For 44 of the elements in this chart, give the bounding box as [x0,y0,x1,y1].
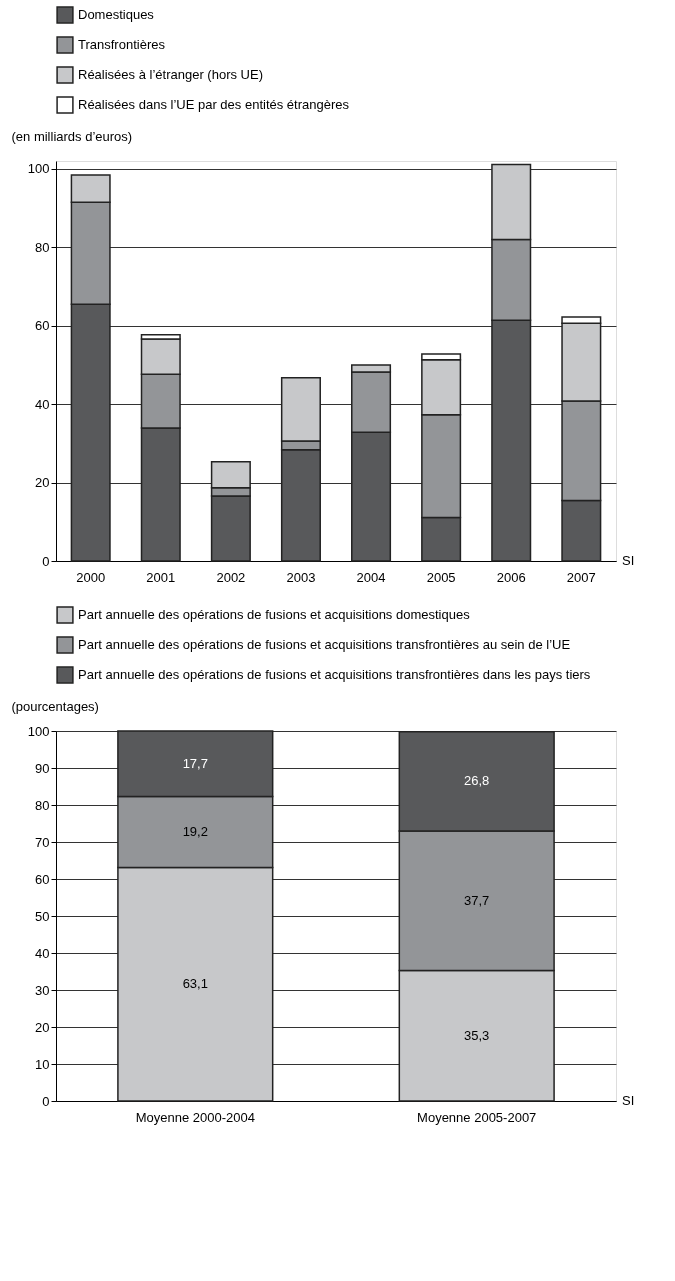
data-label: 37,7 [464,892,490,908]
data-label: 17,7 [182,755,208,771]
legend-label: Part annuelle des opérations de fusions et acquisitions domestiques [78,607,471,622]
y-tick-label: 100 [27,161,50,177]
text: SI [622,553,635,568]
y-tick-label: 20 [35,1019,50,1035]
y-tick-label: 50 [35,908,50,924]
legend-label: Part annuelle des opérations de fusions et acquisitions transfrontières au sein de l’UE [78,637,571,652]
x-tick-label: 2000 [76,569,106,585]
x-tick-label: Moyenne 2000-2004 [135,1109,255,1125]
y-tick-label: 40 [35,945,50,961]
legend-label: Part annuelle des opérations de fusions et acquisitions transfrontières dans les pays tiers [78,667,591,682]
data-label: 19,2 [182,824,208,840]
y-tick-label: 90 [35,760,50,776]
text: SI [622,1093,635,1108]
y-tick-label: 60 [35,318,50,334]
data-label: 63,1 [182,976,208,992]
y-tick-label: 80 [35,797,50,813]
y-axis-title: (en milliards d’euros) [11,128,133,144]
y-tick-label: 40 [35,396,50,412]
x-tick-label: 2007 [566,569,596,585]
x-tick-label: 2001 [146,569,176,585]
y-tick-label: 0 [42,1093,50,1109]
x-tick-label: 2006 [496,569,526,585]
legend-label: Transfrontières [78,37,166,52]
y-tick-label: 30 [35,982,50,998]
data-label: 26,8 [464,773,490,789]
x-tick-label: Moyenne 2005-2007 [417,1109,537,1125]
y-tick-label: 0 [42,553,50,569]
y-tick-label: 100 [27,723,50,739]
x-tick-label: 2004 [356,569,386,585]
y-axis-title: (pourcentages) [11,698,99,714]
legend-label: Domestiques [78,7,155,22]
legend-label: Réalisées dans l’UE par des entités étrangères [78,97,350,112]
legend-label: Réalisées à l’étranger (hors UE) [78,67,263,82]
x-tick-label: 2005 [426,569,456,585]
y-tick-label: 80 [35,239,50,255]
data-label: 35,3 [464,1027,490,1043]
y-tick-label: 60 [35,871,50,887]
x-tick-label: 2002 [216,569,246,585]
y-tick-label: 10 [35,1056,50,1072]
y-tick-label: 70 [35,834,50,850]
x-tick-label: 2003 [286,569,316,585]
y-tick-label: 20 [35,475,50,491]
